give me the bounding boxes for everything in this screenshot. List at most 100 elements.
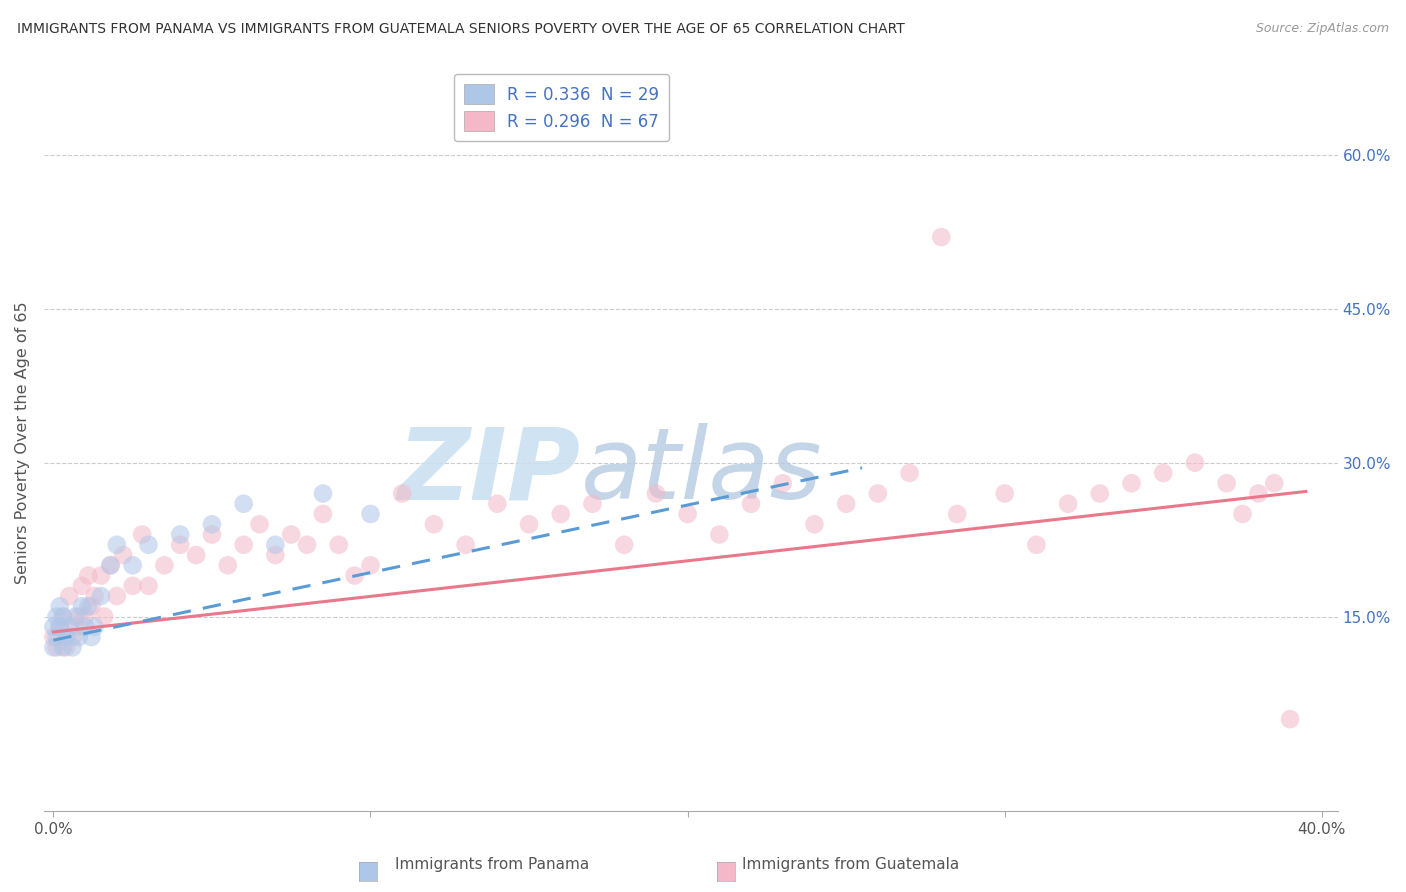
- Point: [201, 527, 224, 541]
- Point: [1215, 476, 1237, 491]
- Point: [550, 507, 572, 521]
- Point: [343, 568, 366, 582]
- Point: [105, 538, 128, 552]
- Point: [80, 630, 103, 644]
- Point: [77, 568, 100, 582]
- Point: [581, 497, 603, 511]
- Point: [90, 568, 112, 582]
- Point: [52, 609, 75, 624]
- Point: [65, 609, 87, 624]
- Point: [77, 599, 100, 614]
- Point: [55, 630, 77, 644]
- Point: [1232, 507, 1254, 521]
- Point: [360, 507, 382, 521]
- Point: [67, 609, 90, 624]
- Point: [112, 548, 135, 562]
- Point: [100, 558, 122, 573]
- Y-axis label: Seniors Poverty Over the Age of 65: Seniors Poverty Over the Age of 65: [15, 301, 30, 583]
- Point: [45, 630, 67, 644]
- Point: [232, 538, 254, 552]
- Point: [1121, 476, 1143, 491]
- Point: [772, 476, 794, 491]
- Point: [48, 620, 70, 634]
- Point: [835, 497, 858, 511]
- Point: [740, 497, 762, 511]
- Point: [517, 517, 540, 532]
- Point: [62, 640, 84, 655]
- Point: [898, 466, 921, 480]
- Point: [169, 527, 191, 541]
- Point: [454, 538, 477, 552]
- Point: [55, 640, 77, 655]
- Point: [1247, 486, 1270, 500]
- Point: [1279, 712, 1302, 726]
- Point: [866, 486, 889, 500]
- Point: [232, 497, 254, 511]
- Point: [280, 527, 302, 541]
- Point: [1152, 466, 1174, 480]
- Legend: R = 0.336  N = 29, R = 0.296  N = 67: R = 0.336 N = 29, R = 0.296 N = 67: [454, 74, 669, 141]
- Point: [644, 486, 666, 500]
- Point: [62, 630, 84, 644]
- Point: [153, 558, 176, 573]
- Point: [93, 609, 115, 624]
- Point: [613, 538, 636, 552]
- Point: [83, 589, 105, 603]
- Point: [67, 630, 90, 644]
- Point: [131, 527, 153, 541]
- Text: atlas: atlas: [581, 423, 823, 520]
- Point: [138, 579, 160, 593]
- Point: [360, 558, 382, 573]
- Point: [929, 230, 952, 244]
- Point: [58, 589, 80, 603]
- Point: [75, 620, 97, 634]
- Point: [201, 517, 224, 532]
- Point: [709, 527, 731, 541]
- Point: [184, 548, 207, 562]
- Text: ZIP: ZIP: [398, 423, 581, 520]
- Point: [1088, 486, 1111, 500]
- Point: [486, 497, 509, 511]
- Point: [45, 640, 67, 655]
- Point: [65, 620, 87, 634]
- Point: [1057, 497, 1080, 511]
- Point: [217, 558, 239, 573]
- Point: [52, 640, 75, 655]
- Point: [249, 517, 271, 532]
- Point: [45, 609, 67, 624]
- Point: [42, 620, 65, 634]
- Point: [80, 599, 103, 614]
- Point: [58, 620, 80, 634]
- Point: [105, 589, 128, 603]
- Point: [83, 620, 105, 634]
- Point: [52, 609, 75, 624]
- Point: [423, 517, 446, 532]
- Point: [70, 599, 93, 614]
- Point: [312, 486, 335, 500]
- Text: Immigrants from Panama: Immigrants from Panama: [395, 857, 589, 872]
- Text: Immigrants from Guatemala: Immigrants from Guatemala: [742, 857, 959, 872]
- Point: [42, 630, 65, 644]
- Point: [100, 558, 122, 573]
- Point: [994, 486, 1017, 500]
- Point: [42, 640, 65, 655]
- Point: [90, 589, 112, 603]
- Point: [121, 558, 143, 573]
- Point: [264, 538, 287, 552]
- Text: Source: ZipAtlas.com: Source: ZipAtlas.com: [1256, 22, 1389, 36]
- Point: [946, 507, 969, 521]
- Point: [264, 548, 287, 562]
- Point: [391, 486, 413, 500]
- Point: [676, 507, 699, 521]
- Point: [48, 620, 70, 634]
- Text: IMMIGRANTS FROM PANAMA VS IMMIGRANTS FROM GUATEMALA SENIORS POVERTY OVER THE AGE: IMMIGRANTS FROM PANAMA VS IMMIGRANTS FRO…: [17, 22, 904, 37]
- Point: [48, 599, 70, 614]
- Point: [803, 517, 825, 532]
- Point: [169, 538, 191, 552]
- Point: [121, 579, 143, 593]
- Point: [138, 538, 160, 552]
- Point: [295, 538, 318, 552]
- Point: [1263, 476, 1285, 491]
- Point: [70, 579, 93, 593]
- Point: [1025, 538, 1047, 552]
